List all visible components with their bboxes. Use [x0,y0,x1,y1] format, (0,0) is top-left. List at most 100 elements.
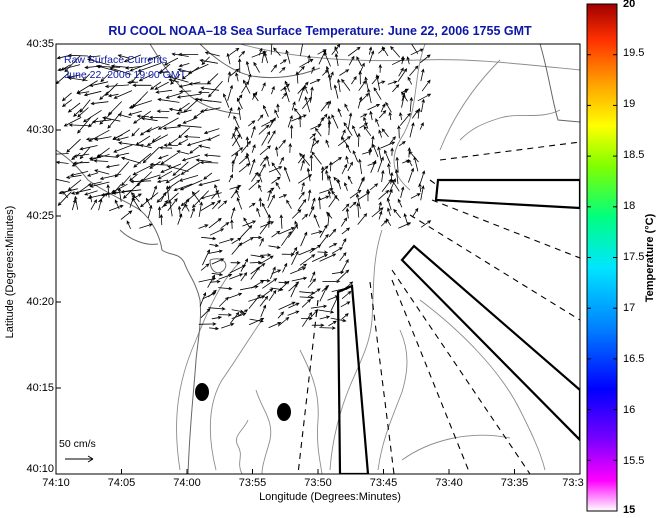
current-vector [356,202,360,218]
current-vector [157,70,169,75]
current-vector [301,213,309,220]
current-vector [301,298,312,308]
current-vector [127,110,143,116]
current-vector [154,81,169,90]
exclusion-zones [336,178,580,474]
current-vector [229,264,247,274]
current-vector [156,109,170,113]
current-vector [218,238,235,244]
current-vector [386,197,392,211]
current-vector [291,246,298,257]
current-vector [198,179,220,187]
current-vector [408,167,415,183]
current-vector [311,151,322,165]
current-vector [409,96,414,112]
current-vector [208,80,223,98]
current-vector [279,214,284,229]
current-vector [261,131,271,146]
current-vector [331,190,340,201]
current-vector [293,107,302,118]
current-vector [77,107,89,118]
x-tick-label: 73:55 [238,477,267,489]
current-vector [329,71,334,81]
current-vector [410,193,421,199]
current-vector [198,144,211,149]
current-vector [115,152,130,158]
x-tick-label: 73:45 [369,477,398,489]
current-vector [301,311,313,327]
current-vector [61,99,73,107]
current-vector [91,119,112,124]
current-vector [233,115,240,129]
current-vector [249,260,262,265]
current-vector [364,76,369,90]
current-vector [319,286,328,302]
current-vector [304,96,311,113]
current-vector [70,188,91,195]
current-vector [281,230,292,246]
current-vector [102,116,121,122]
current-vector [133,152,152,168]
current-vector [197,90,210,95]
x-tick-label: 73:40 [435,477,463,489]
current-vector [250,254,265,259]
current-vector [89,81,109,87]
current-vector [177,68,190,73]
current-vector [398,140,406,147]
current-vector [61,92,72,102]
current-vector [150,81,162,90]
current-vector [72,161,90,165]
current-vector [381,128,389,138]
current-vector [408,150,419,163]
current-vector [297,198,307,211]
current-vector [420,68,425,82]
current-vector [126,220,131,230]
current-vector [399,112,411,126]
colorbar-tick-label: 19.5 [623,47,645,59]
current-vector [230,186,240,199]
current-vector [277,280,290,292]
y-tick-label: 40:20 [26,296,54,308]
current-vector [138,74,153,82]
current-vector [79,145,98,151]
dump-site-marker [195,383,209,401]
current-vector [64,55,81,73]
current-vector [245,60,251,74]
current-vector [184,203,190,212]
current-vector [318,309,335,314]
current-vector [209,228,225,236]
current-vector [279,156,284,165]
current-vector [248,120,256,127]
current-vector [259,237,264,247]
current-vector [276,103,280,112]
current-vector [279,66,286,74]
current-vector [381,46,389,57]
current-vector [155,89,173,94]
current-vector [278,301,296,310]
current-vector [57,64,81,72]
current-vector [358,80,367,91]
current-vector [267,194,275,209]
current-vector [319,315,331,320]
current-vector [201,56,210,66]
current-vector [74,195,79,210]
current-vector [375,74,381,91]
current-vector [299,254,316,266]
current-vector [278,227,296,235]
current-vector [310,136,316,153]
x-tick-label: 74:10 [42,477,70,489]
current-vector [285,49,291,64]
current-vector [419,122,424,130]
current-vector [89,181,110,188]
current-vector [392,84,400,93]
current-vector [291,101,296,111]
current-vector [176,109,192,115]
current-vector [179,179,203,191]
current-vector [287,114,293,128]
current-vector [406,56,410,65]
current-vector [113,144,133,153]
current-vector [270,64,278,73]
current-vector [161,199,169,209]
current-vector [299,58,314,68]
current-vector [73,108,82,117]
